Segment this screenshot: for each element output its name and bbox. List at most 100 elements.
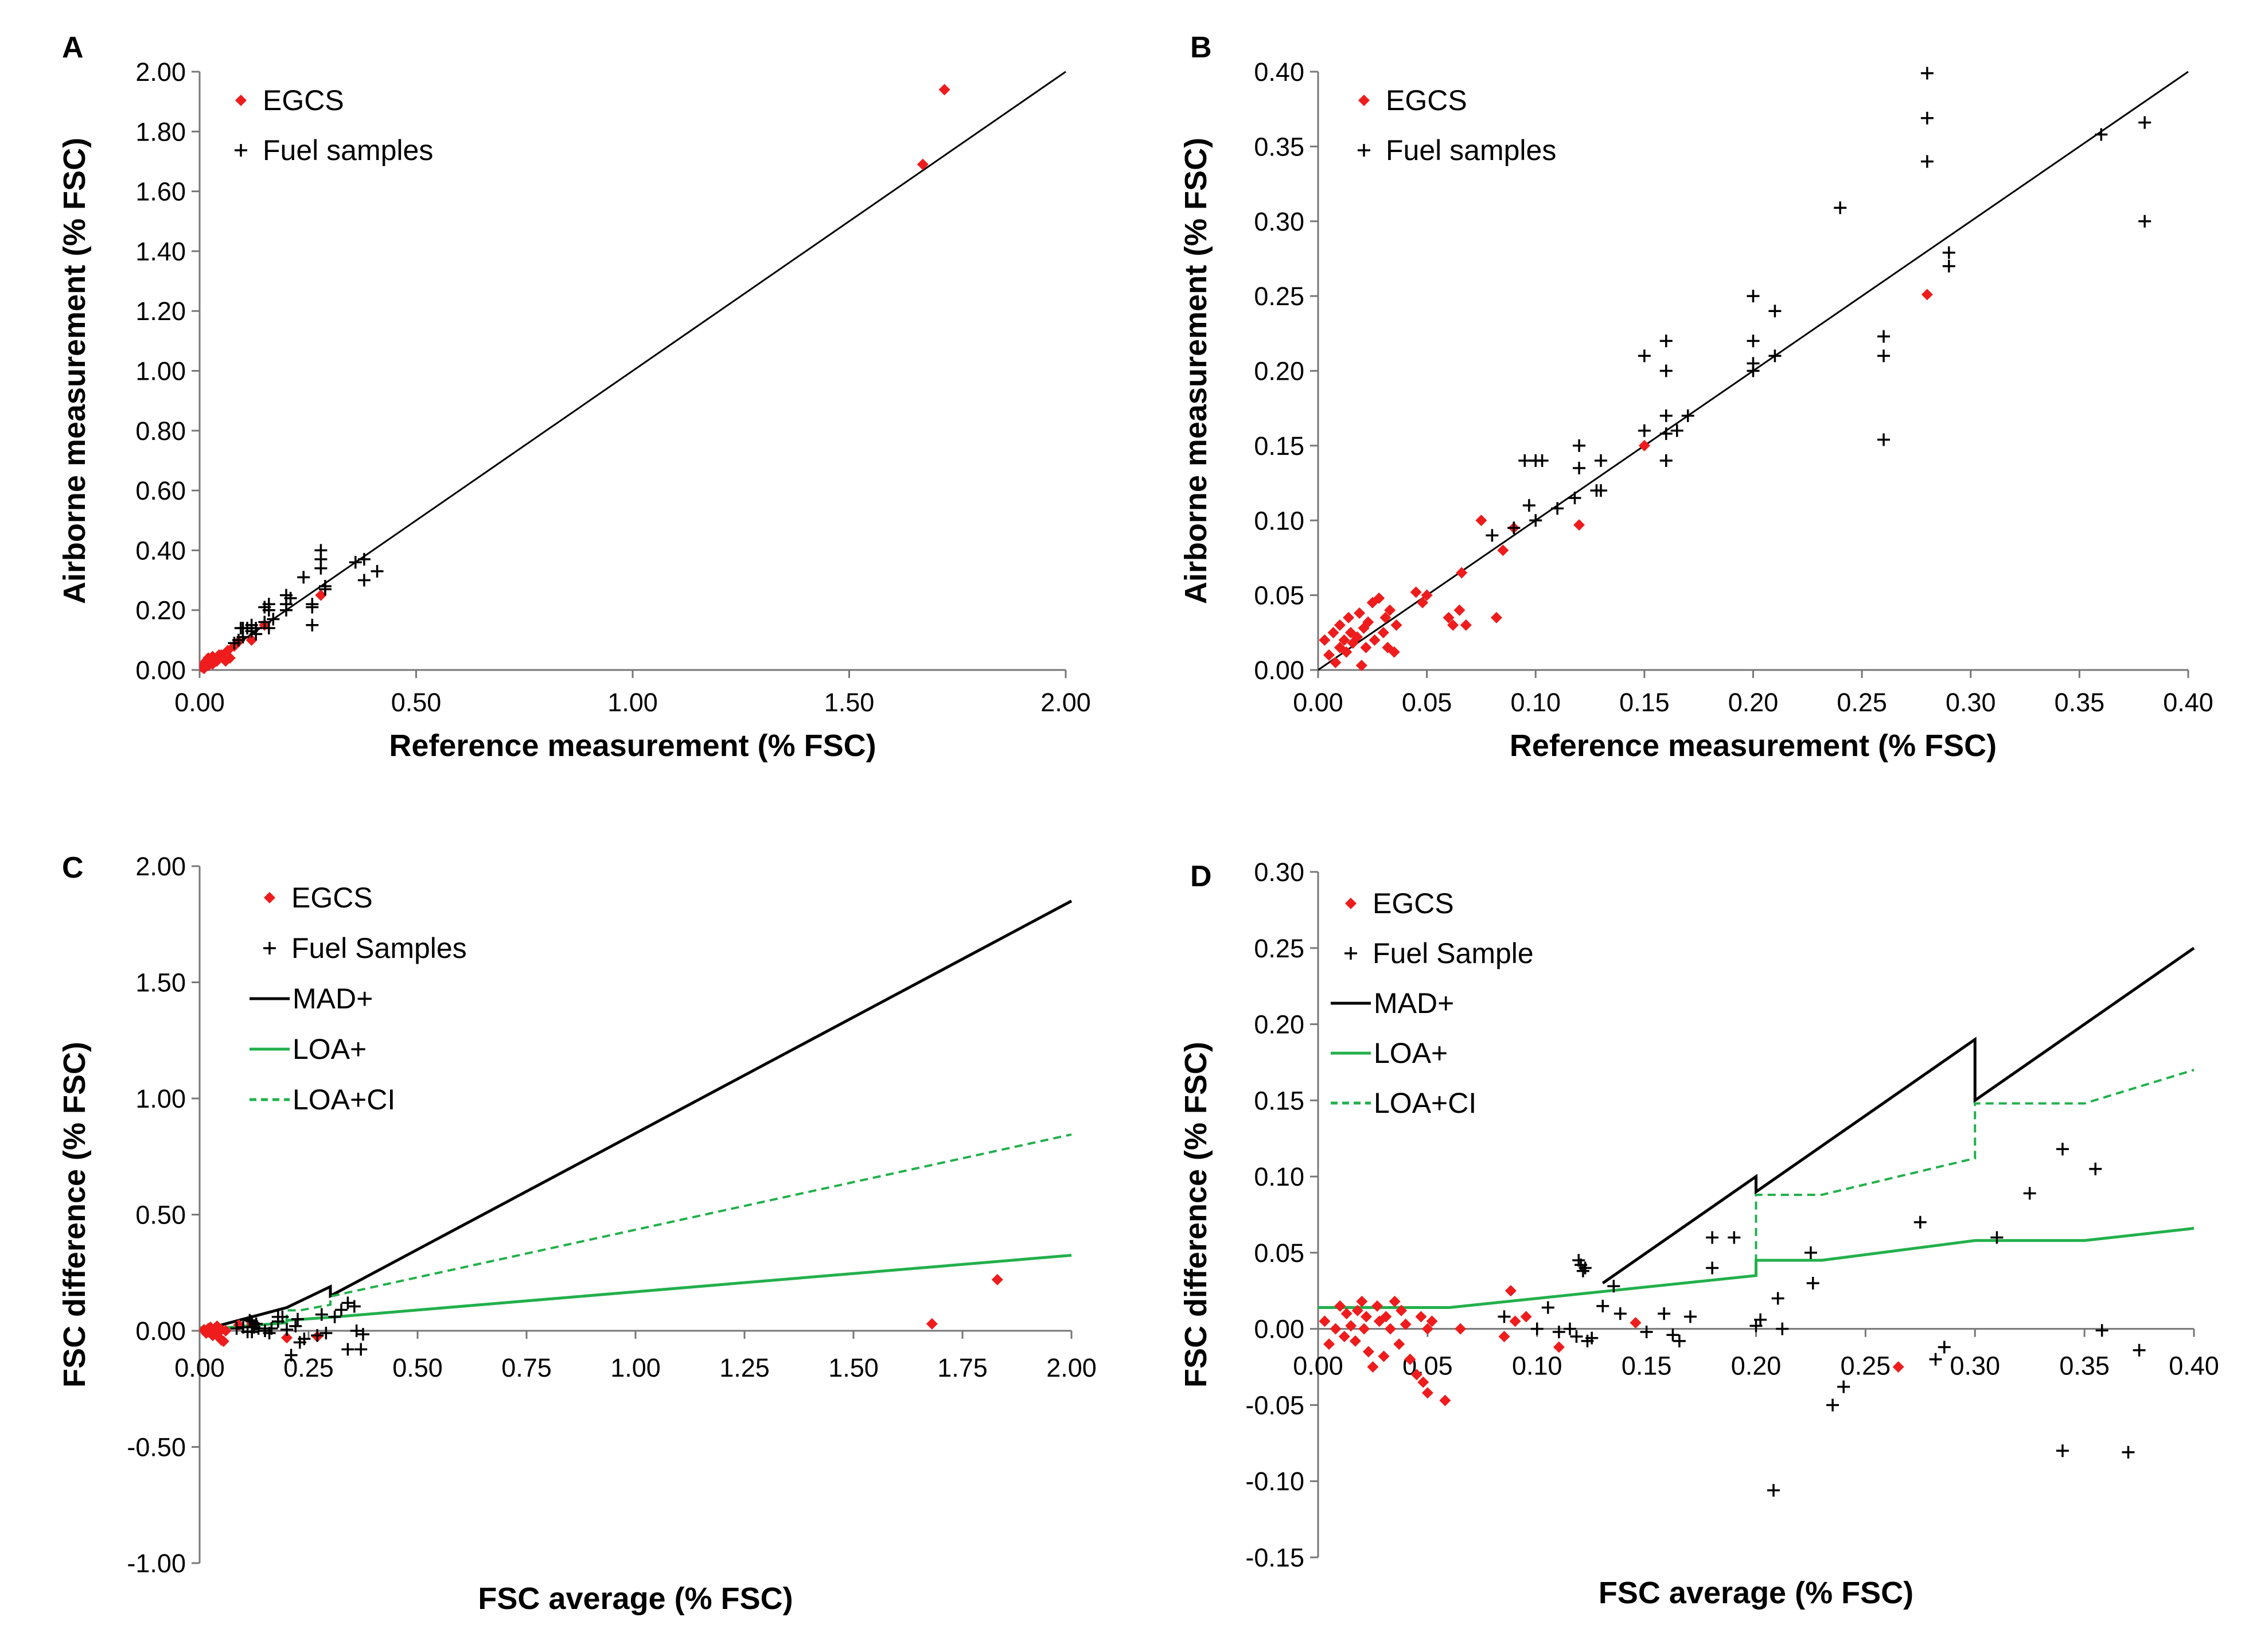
panel-a: A 0.00 0.20 0.40 0.60 0.80 1.00 1.20 1.40 1.60 1.8… bbox=[57, 31, 1091, 763]
fuel-sample-point bbox=[314, 562, 328, 575]
fuel-sample-point bbox=[1728, 1231, 1741, 1244]
fuel-sample-point bbox=[1834, 201, 1847, 215]
fuel-sample-point bbox=[1596, 1299, 1609, 1312]
x-tick-label: 0.50 bbox=[391, 688, 442, 717]
x-tick-label: 1.50 bbox=[828, 1353, 879, 1382]
legend: EGCS Fuel samples bbox=[235, 84, 433, 166]
x-tick-label: 0.00 bbox=[1293, 1351, 1343, 1381]
egcs-point bbox=[220, 1325, 232, 1337]
egcs-point bbox=[1380, 1311, 1392, 1323]
egcs-point bbox=[1573, 519, 1585, 531]
egcs-point bbox=[1334, 1300, 1346, 1312]
x-tick-label: 0.00 bbox=[174, 688, 225, 717]
fuel-sample-point bbox=[1771, 1292, 1784, 1305]
fuel-sample-point bbox=[1570, 1330, 1583, 1343]
y-tick-label: 0.50 bbox=[135, 1201, 186, 1230]
fuel-sample-point bbox=[291, 1312, 304, 1326]
y-tick-label: 2.00 bbox=[135, 57, 186, 87]
y-tick-label: 0.30 bbox=[1254, 207, 1304, 236]
fuel-sample-point bbox=[2095, 128, 2108, 141]
y-tick-label: 0.40 bbox=[135, 536, 186, 565]
x-tick-label: 0.75 bbox=[501, 1353, 552, 1382]
legend-swatch-egcs bbox=[235, 95, 247, 106]
egcs-point bbox=[1520, 1311, 1532, 1323]
panel-letter: C bbox=[62, 851, 84, 885]
egcs-point bbox=[1345, 1320, 1357, 1332]
fuel-sample-point bbox=[1670, 424, 1683, 437]
fuel-sample-point bbox=[1530, 1322, 1544, 1335]
x-tick-label: 0.15 bbox=[1622, 1351, 1672, 1381]
fuel-sample-point bbox=[284, 1349, 298, 1362]
fuel-sample-point bbox=[1920, 111, 1934, 124]
fuel-sample-point bbox=[306, 618, 319, 632]
y-tick-label: 1.50 bbox=[135, 968, 186, 998]
egcs-point bbox=[1351, 1304, 1363, 1316]
egcs-point bbox=[1362, 1346, 1374, 1358]
y-tick-label: -1.00 bbox=[127, 1549, 186, 1578]
y-axis-title: FSC difference (% FSC) bbox=[57, 1042, 92, 1388]
egcs-point bbox=[1505, 1285, 1517, 1297]
x-tick-label: 0.10 bbox=[1510, 688, 1561, 717]
legend-swatch-fuel bbox=[263, 942, 276, 954]
legend-label: MAD+ bbox=[1374, 987, 1454, 1019]
fuel-sample-point bbox=[1607, 1280, 1620, 1293]
y-tick-label: -0.50 bbox=[127, 1433, 186, 1462]
legend-label: LOA+CI bbox=[1374, 1087, 1476, 1119]
egcs-point bbox=[217, 1335, 229, 1347]
y-tick-label: 1.00 bbox=[135, 1084, 186, 1113]
fuel-sample-point bbox=[1706, 1261, 1719, 1275]
y-tick-label: 1.00 bbox=[135, 357, 186, 386]
fuel-sample-point bbox=[280, 603, 293, 617]
y-tick-label: 0.00 bbox=[1254, 1315, 1304, 1344]
fuel-sample-point bbox=[1681, 409, 1694, 422]
legend-label: MAD+ bbox=[293, 983, 373, 1015]
egcs-point bbox=[1319, 634, 1331, 646]
egcs-point bbox=[991, 1273, 1003, 1285]
fuel-sample-point bbox=[1754, 1313, 1767, 1326]
fuel-sample-point bbox=[1768, 305, 1782, 318]
egcs-point bbox=[1319, 1315, 1331, 1327]
fuel-sample-point bbox=[1535, 454, 1549, 467]
fuel-sample-point bbox=[1747, 334, 1760, 348]
fuel-sample-point bbox=[230, 1322, 243, 1335]
fuel-sample-point bbox=[252, 1322, 265, 1335]
fuel-sample-point bbox=[1767, 1484, 1780, 1497]
egcs-point bbox=[1490, 611, 1502, 624]
panel-letter: D bbox=[1190, 860, 1212, 893]
legend-swatch-fuel bbox=[1344, 947, 1357, 960]
fuel-sample-point bbox=[1776, 1322, 1789, 1335]
fuel-sample-point bbox=[1747, 364, 1760, 377]
egcs-point bbox=[1921, 289, 1933, 301]
legend-label: Fuel samples bbox=[263, 134, 433, 166]
egcs-point bbox=[1410, 1369, 1422, 1381]
x-tick-label: 1.25 bbox=[719, 1353, 770, 1382]
fuel-sample-point bbox=[250, 628, 263, 641]
x-tick-label: 1.00 bbox=[607, 688, 658, 717]
egcs-point bbox=[1340, 1308, 1353, 1320]
y-tick-label: 0.00 bbox=[1254, 656, 1304, 685]
egcs-point bbox=[1343, 611, 1355, 624]
x-tick-label: 0.00 bbox=[1293, 688, 1343, 717]
egcs-point bbox=[1323, 1338, 1335, 1350]
egcs-point bbox=[1338, 634, 1350, 646]
x-tick-label: 0.35 bbox=[2059, 1351, 2110, 1381]
legend: EGCS Fuel Samples MAD+ LOA+ LOA+CI bbox=[250, 882, 467, 1116]
egcs-point bbox=[1404, 1353, 1416, 1365]
panel-d: D -0.15 -0.10 -0.05 0.00 0.05 0.10 0.15 0.20 0.25… bbox=[1179, 858, 2219, 1610]
fuel-sample-point bbox=[1551, 502, 1564, 515]
fuel-sample-point bbox=[1518, 454, 1531, 467]
y-tick-label: 0.35 bbox=[1254, 132, 1304, 161]
egcs-point bbox=[1384, 604, 1396, 616]
y-tick-label: 1.40 bbox=[135, 237, 186, 266]
fuel-sample-point bbox=[335, 1303, 348, 1316]
fuel-sample-point bbox=[1529, 514, 1542, 527]
line-loa- bbox=[1318, 1226, 2195, 1309]
fuel-sample-point bbox=[1507, 521, 1521, 535]
y-tick-label: 0.30 bbox=[1254, 858, 1304, 887]
fuel-sample-point bbox=[2138, 215, 2152, 228]
fuel-sample-point bbox=[1877, 349, 1891, 363]
fuel-sample-point bbox=[1990, 1231, 2004, 1244]
fuel-sample-point bbox=[1541, 1301, 1554, 1314]
y-axis-title: Airborne measurement (% FSC) bbox=[1179, 138, 1213, 604]
